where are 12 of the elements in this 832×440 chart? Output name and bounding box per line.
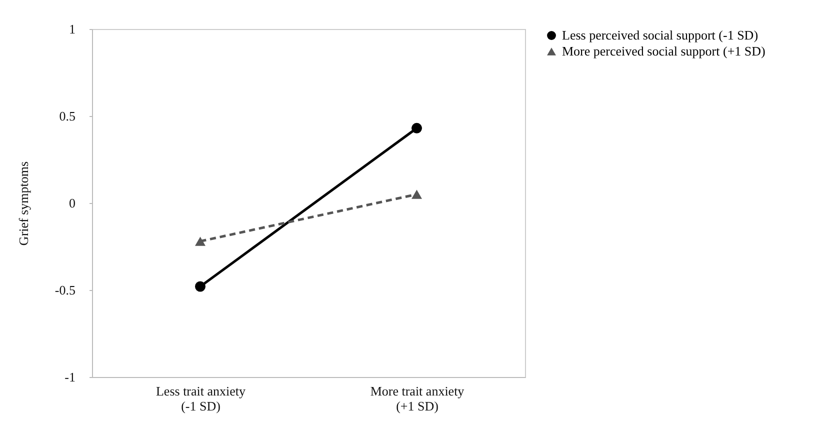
legend-label: More perceived social support (+1 SD) [562, 44, 766, 58]
x-tick-label: Less trait anxiety (-1 SD) [156, 384, 246, 414]
legend-label: Less perceived social support (-1 SD) [562, 28, 758, 42]
y-tick-label: -0.5 [54, 282, 76, 298]
y-tick-label: 0.5 [59, 108, 76, 124]
y-tick-label: -1 [64, 370, 76, 384]
x-tick-label: More trait anxiety (+1 SD) [370, 384, 465, 414]
y-axis-title: Grief symptoms [16, 161, 31, 246]
y-tick-label: 0 [69, 196, 76, 210]
y-tick-label: 1 [69, 22, 76, 36]
point [412, 122, 422, 134]
point [195, 281, 206, 292]
